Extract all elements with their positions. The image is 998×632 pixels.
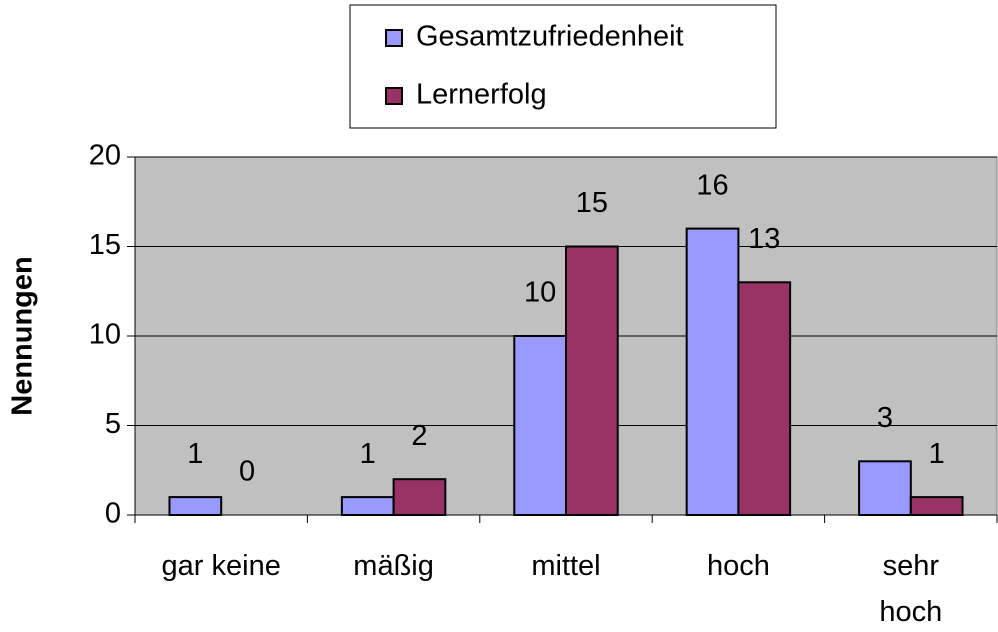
bar bbox=[392, 478, 447, 517]
value-label: 2 bbox=[411, 420, 427, 452]
x-tick-label: mittel bbox=[531, 550, 601, 582]
value-label: 1 bbox=[929, 438, 945, 470]
bar bbox=[685, 227, 740, 516]
legend-box bbox=[349, 4, 777, 129]
legend-label: Gesamtzufriedenheit bbox=[416, 21, 684, 53]
bar bbox=[909, 496, 964, 517]
y-axis-label: Nennungen bbox=[7, 256, 39, 416]
bar bbox=[565, 245, 619, 516]
value-label: 0 bbox=[239, 456, 255, 488]
bar bbox=[737, 281, 792, 516]
x-tick-label: gar keine bbox=[161, 550, 281, 582]
y-tick-label: 0 bbox=[105, 498, 121, 530]
x-tick-label: hoch bbox=[706, 550, 770, 582]
x-tick-label: mäßig bbox=[353, 550, 434, 582]
y-tick-label: 20 bbox=[89, 140, 121, 172]
y-tick-label: 5 bbox=[105, 408, 121, 440]
y-tick-label: 10 bbox=[89, 319, 121, 351]
value-label: 10 bbox=[524, 277, 556, 309]
value-label: 3 bbox=[877, 402, 893, 434]
value-label: 13 bbox=[748, 223, 780, 255]
bar bbox=[168, 496, 223, 517]
y-tick-label: 15 bbox=[89, 229, 121, 261]
value-label: 16 bbox=[696, 169, 728, 201]
legend-swatch bbox=[385, 87, 403, 105]
bar bbox=[858, 460, 912, 516]
value-label: 1 bbox=[187, 438, 203, 470]
value-label: 15 bbox=[576, 187, 608, 219]
value-label: 1 bbox=[360, 438, 376, 470]
x-tick-label: sehr hoch bbox=[879, 550, 943, 628]
legend-label: Lernerfolg bbox=[416, 79, 547, 111]
bar bbox=[513, 335, 568, 516]
legend-swatch bbox=[385, 29, 403, 47]
bar bbox=[340, 496, 395, 517]
